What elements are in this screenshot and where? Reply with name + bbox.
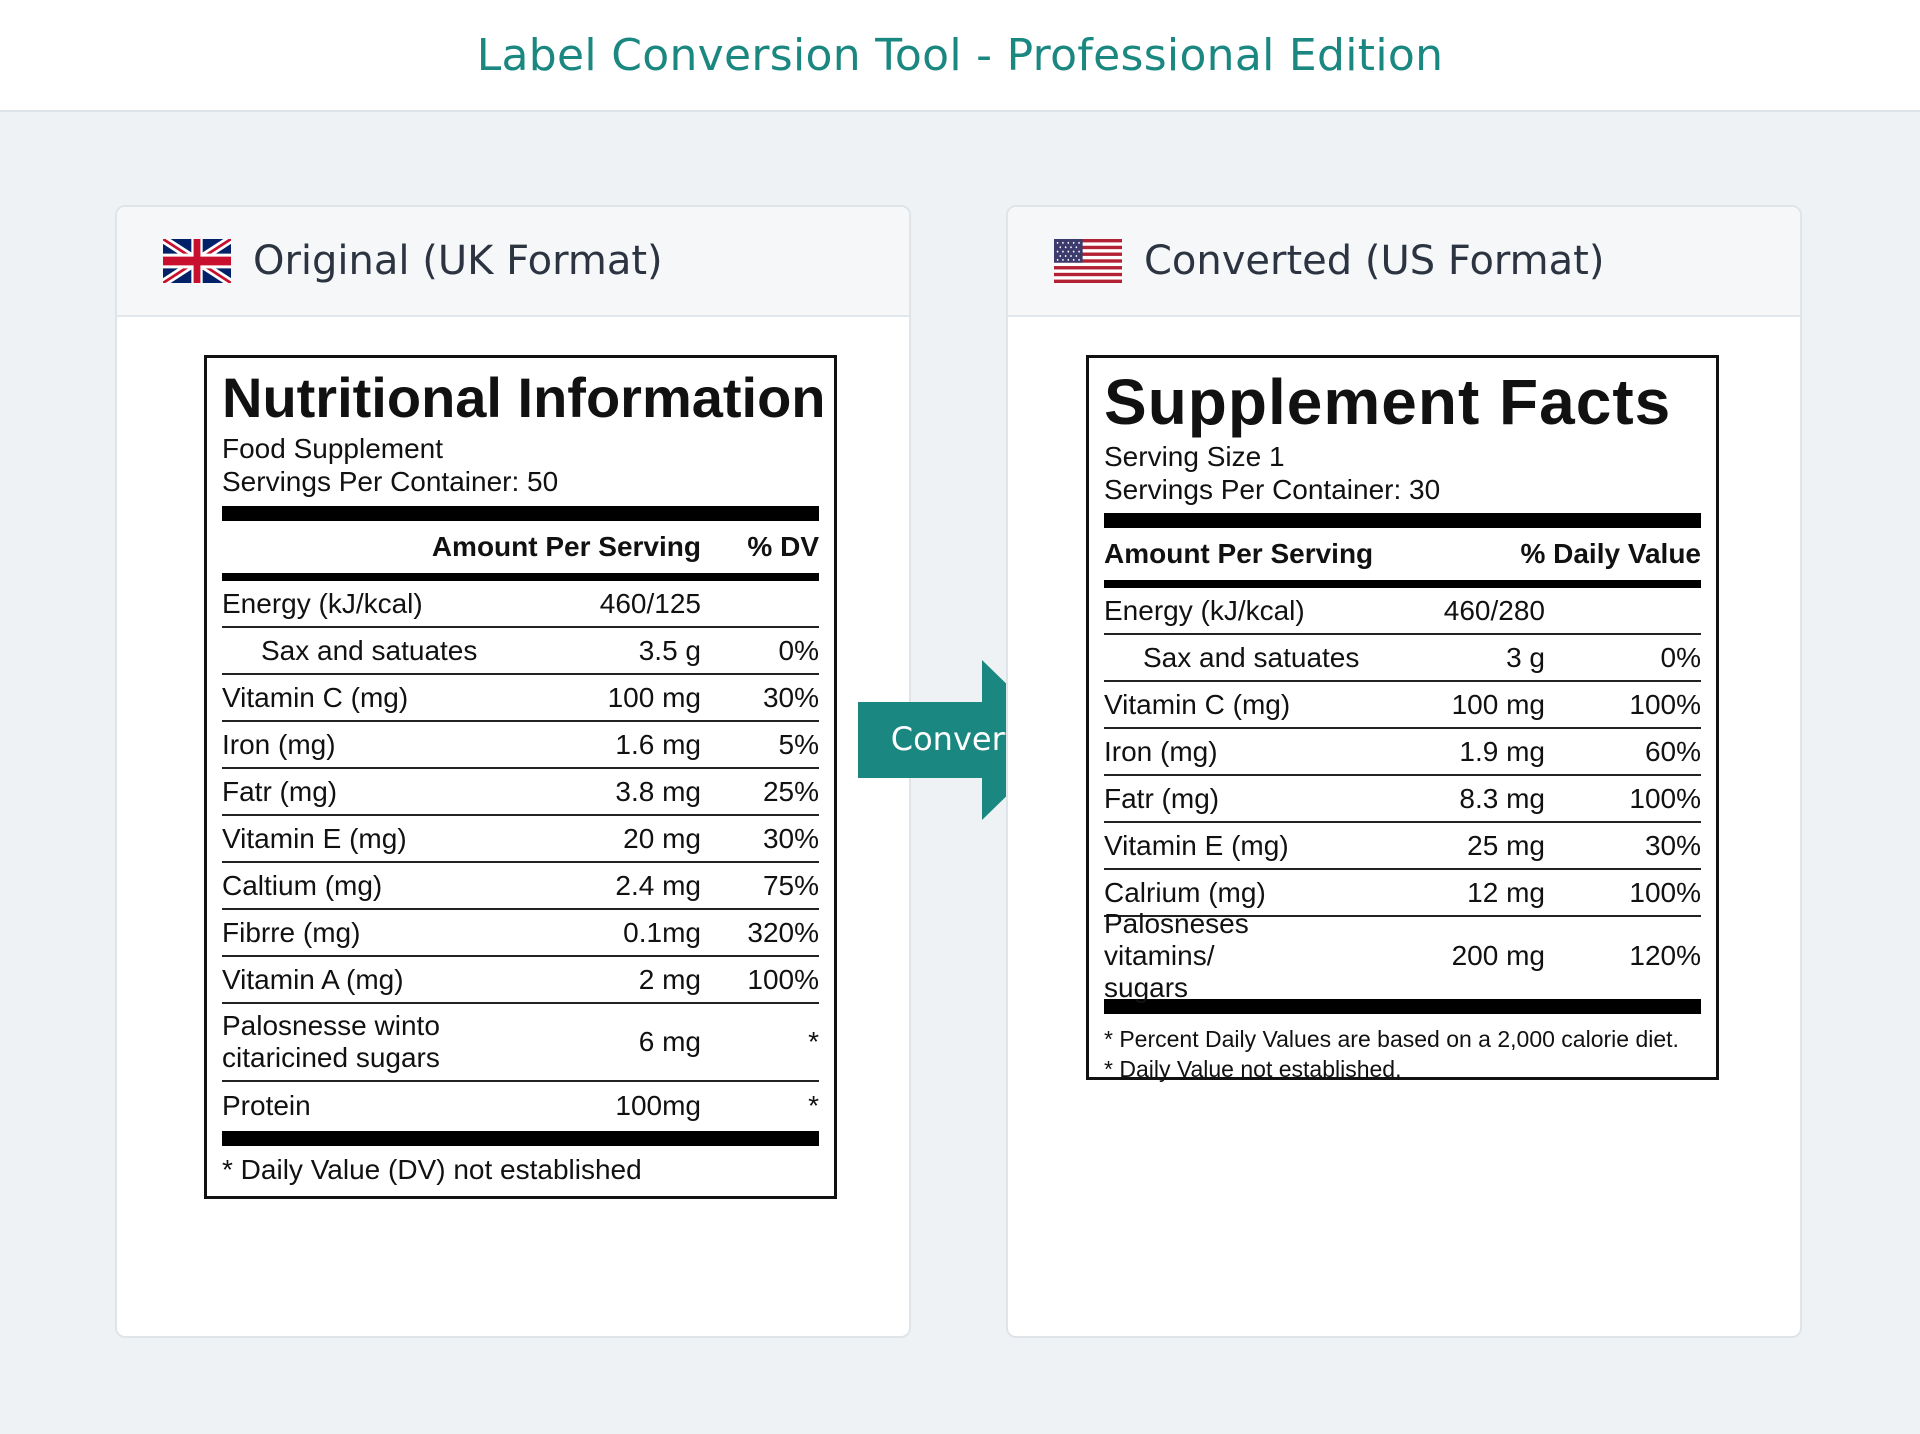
nutrient-name-line2: sugars — [1104, 972, 1189, 1003]
original-panel-title: Original (UK Format) — [253, 238, 663, 284]
nutrient-row: Energy (kJ/kcal) 460/125 — [222, 581, 819, 628]
converted-panel: Converted (US Format) Supplement Facts S… — [1006, 205, 1802, 1338]
uk-flag-icon — [163, 239, 231, 283]
original-panel-header: Original (UK Format) — [117, 207, 909, 317]
nutrient-row: Iron (mg) 1.9 mg 60% — [1104, 729, 1701, 776]
nutrient-row: Fatr (mg) 3.8 mg 25% — [222, 769, 819, 816]
column-header-row: Amount Per Serving % Daily Value — [1104, 528, 1701, 580]
nutrient-row: Iron (mg) 1.6 mg 5% — [222, 722, 819, 769]
nutrient-row: Vitamin C (mg) 100 mg 30% — [222, 675, 819, 722]
nutrient-row: Caltium (mg) 2.4 mg 75% — [222, 863, 819, 910]
nutrient-row: Palosnesse winto citaricined sugars 6 mg… — [222, 1004, 819, 1082]
nutrient-row: Fatr (mg) 8.3 mg 100% — [1104, 776, 1701, 823]
serving-size: Serving Size 1 — [1104, 441, 1285, 472]
label-subtitle: Food Supplement — [222, 433, 444, 464]
uk-nutrition-label: Nutritional Information Food Supplement … — [204, 355, 837, 1199]
nutrient-row: Vitamin A (mg) 2 mg 100% — [222, 957, 819, 1004]
amount-per-serving-header: Amount Per Serving — [431, 531, 701, 562]
header-divider — [222, 573, 819, 581]
amount-per-serving-header: Amount Per Serving — [1104, 538, 1374, 569]
app-header: Label Conversion Tool - Professional Edi… — [0, 0, 1920, 112]
convert-button-label: Convert — [890, 720, 1018, 758]
label-title: Supplement Facts — [1104, 366, 1672, 438]
nutrient-row: Vitamin E (mg) 20 mg 30% — [222, 816, 819, 863]
nutrient-row: Vitamin C (mg) 100 mg 100% — [1104, 682, 1701, 729]
label-footnote-daily-values: * Percent Daily Values are based on a 2,… — [1104, 1026, 1679, 1052]
nutrient-name-line2: citaricined sugars — [222, 1042, 440, 1073]
nutrient-row: Sax and satuates 3 g 0% — [1104, 635, 1701, 682]
nutrient-name-line1: Palosnesse winto — [222, 1010, 440, 1041]
converted-panel-title: Converted (US Format) — [1144, 238, 1605, 284]
servings-per-container: Servings Per Container: 30 — [1104, 474, 1441, 505]
nutrient-row: Sax and satuates 3.5 g 0% — [222, 628, 819, 675]
us-supplement-facts-label: Supplement Facts Serving Size 1 Servings… — [1086, 355, 1719, 1082]
label-title: Nutritional Information — [222, 366, 826, 429]
nutrient-row: Fibrre (mg) 0.1mg 320% — [222, 910, 819, 957]
servings-per-container: Servings Per Container: 50 — [222, 466, 559, 497]
thick-divider — [222, 1131, 819, 1146]
label-footnote-not-established: * Daily Value not established. — [1104, 1056, 1402, 1082]
thick-divider — [1104, 999, 1701, 1014]
original-panel: Original (UK Format) Nutritional Informa… — [115, 205, 911, 1338]
nutrient-row: Protein 100mg * — [222, 1089, 819, 1121]
app-title: Label Conversion Tool - Professional Edi… — [476, 29, 1444, 81]
daily-value-header: % Daily Value — [1520, 538, 1701, 569]
converted-panel-header: Converted (US Format) — [1008, 207, 1800, 317]
us-flag-icon — [1054, 239, 1122, 283]
dv-header: % DV — [747, 531, 819, 562]
header-divider — [1104, 580, 1701, 588]
label-footnote: * Daily Value (DV) not established — [222, 1154, 642, 1185]
thick-divider — [222, 506, 819, 521]
nutrient-row: Energy (kJ/kcal) 460/280 — [1104, 588, 1701, 635]
nutrient-row: Vitamin E (mg) 25 mg 30% — [1104, 823, 1701, 870]
nutrient-row: Palosneses vitamins/ sugars 200 mg 120% — [1104, 908, 1701, 1003]
thick-divider — [1104, 513, 1701, 528]
nutrient-name-line1: Palosneses vitamins/ — [1104, 908, 1249, 971]
column-header-row: Amount Per Serving % DV — [222, 521, 819, 573]
nutrient-row: Calrium (mg) 12 mg 100% — [1104, 870, 1701, 917]
